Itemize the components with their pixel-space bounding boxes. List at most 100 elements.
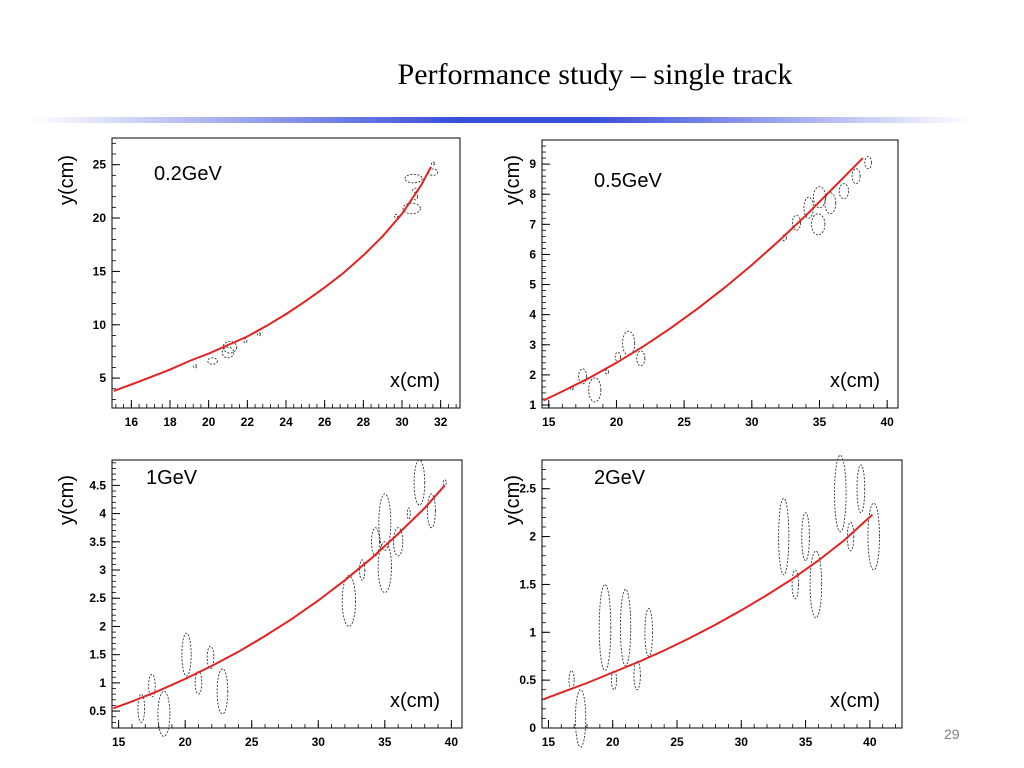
data-point [430, 161, 435, 166]
data-point [207, 357, 218, 365]
data-point [193, 364, 198, 369]
data-point [243, 338, 248, 344]
x-tick-label: 22 [241, 415, 255, 429]
data-point [633, 660, 641, 691]
data-point [157, 690, 171, 737]
x-tick-label: 18 [163, 415, 177, 429]
data-point [791, 214, 801, 231]
x-tick-label: 40 [880, 415, 894, 429]
x-tick-label: 25 [677, 415, 691, 429]
data-point [137, 693, 146, 723]
chart-svg-0.2gev: 16 18 20 22 24 26 28 30 32 5 10 15 20 25 [93, 137, 461, 429]
y-tick-label: 4 [99, 507, 106, 521]
y-tick-label: 3.5 [89, 535, 106, 549]
x-tick-label: 32 [434, 415, 448, 429]
data-point [216, 668, 229, 715]
data-point [856, 464, 866, 514]
page-number: 29 [944, 726, 960, 742]
chart-panel-2gev: 15 20 25 30 35 40 0 0.5 1 1.5 2 2.5 y(cm) x(cm) 2Ge… [500, 454, 940, 755]
x-tick-label: 15 [112, 735, 126, 749]
x-tick-label: 16 [125, 415, 139, 429]
data-point [222, 340, 238, 354]
data-point [809, 550, 823, 619]
data-point [610, 670, 618, 691]
fit-curve [113, 166, 432, 392]
data-point [636, 350, 646, 367]
energy-annotation: 0.5GeV [594, 170, 662, 192]
data-point [256, 332, 261, 337]
x-axis-label: x(cm) [830, 690, 880, 712]
data-point [801, 512, 810, 561]
data-point [413, 459, 426, 506]
data-point [393, 527, 404, 557]
energy-annotation: 1GeV [146, 467, 198, 489]
data-point [834, 454, 847, 533]
x-tick-label: 35 [813, 415, 827, 429]
x-tick-label: 30 [735, 735, 749, 749]
chart-panel-1gev: 15 20 25 30 35 40 0.5 1 1.5 2 2.5 3 3.5 4 4.5 y(cm) x(… [56, 455, 500, 755]
title-divider [30, 117, 970, 123]
data-point [371, 527, 380, 557]
y-tick-label: 1 [99, 676, 106, 690]
x-axis-label: x(cm) [830, 370, 880, 392]
y-tick-label: 2 [529, 530, 536, 544]
y-tick-label: 8 [529, 187, 536, 201]
data-point [402, 202, 421, 215]
x-axis-label: x(cm) [390, 690, 440, 712]
chart-panel-0.5gev: 15 20 25 30 35 40 1 2 3 4 5 6 7 8 9 y(cm) x(cm) 0.5GeV [500, 135, 940, 435]
y-tick-label: 4.5 [89, 478, 106, 492]
y-tick-label: 5 [529, 278, 536, 292]
x-tick-label: 30 [312, 735, 326, 749]
y-tick-label: 0 [529, 721, 536, 735]
data-point [846, 521, 855, 552]
x-tick-label: 40 [863, 735, 877, 749]
data-point [605, 369, 609, 375]
y-tick-label: 15 [93, 264, 107, 278]
data-point [838, 183, 850, 200]
y-tick-label: 5 [99, 371, 106, 385]
data-point [851, 168, 861, 185]
y-tick-label: 2 [529, 368, 536, 382]
x-tick-label: 40 [445, 735, 459, 749]
y-tick-label: 20 [93, 211, 107, 225]
energy-annotation: 2GeV [594, 467, 646, 489]
y-tick-label: 1.5 [89, 648, 106, 662]
y-tick-label: 4 [529, 308, 536, 322]
data-point [393, 213, 399, 218]
chart-panel-0.2gev: 16 18 20 22 24 26 28 30 32 5 10 15 20 25 y(cm) x(cm) … [56, 135, 500, 435]
y-tick-label: 7 [529, 217, 536, 231]
fit-curve [112, 484, 446, 710]
data-point [614, 351, 621, 362]
y-tick-label: 2 [99, 619, 106, 633]
y-tick-label: 9 [529, 157, 536, 171]
y-tick-label: 0.5 [519, 673, 536, 687]
data-point [221, 346, 235, 359]
data-point [812, 186, 827, 209]
y-axis-label: y(cm) [502, 155, 524, 205]
x-tick-label: 20 [179, 735, 193, 749]
x-tick-label: 26 [318, 415, 332, 429]
y-tick-label: 1 [529, 398, 536, 412]
data-point [588, 377, 602, 403]
y-axis-label: y(cm) [56, 475, 78, 525]
data-point [824, 192, 837, 215]
y-tick-label: 1.5 [519, 577, 536, 591]
energy-annotation: 0.2GeV [154, 163, 222, 185]
x-tick-label: 35 [378, 735, 392, 749]
data-point [442, 479, 447, 486]
x-tick-label: 20 [202, 415, 216, 429]
y-axis-label: y(cm) [56, 155, 78, 205]
plot-frame [111, 137, 461, 409]
data-point [644, 607, 654, 657]
y-tick-label: 2.5 [519, 482, 536, 496]
x-tick-label: 25 [245, 735, 259, 749]
data-point [426, 493, 436, 529]
chart-svg-0.5gev: 15 20 25 30 35 40 1 2 3 4 5 6 7 8 9 [529, 139, 899, 429]
data-point [206, 645, 215, 670]
chart-svg-2gev: 15 20 25 30 35 40 0 0.5 1 1.5 2 2.5 [519, 454, 903, 749]
data-point [404, 173, 423, 184]
x-tick-label: 15 [542, 735, 556, 749]
data-point [568, 670, 575, 691]
data-point [574, 689, 587, 748]
x-tick-label: 20 [610, 415, 624, 429]
